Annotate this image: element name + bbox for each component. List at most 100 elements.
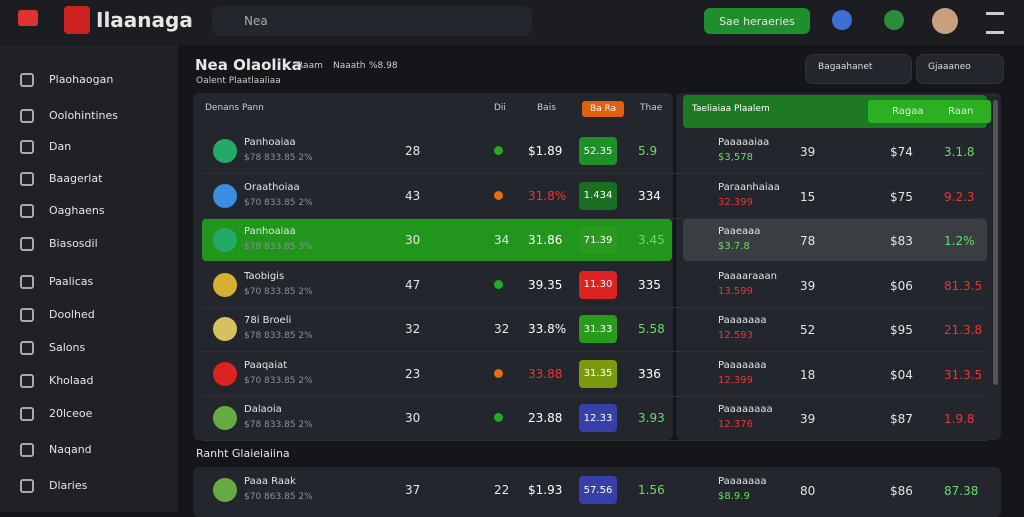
sidebar-item[interactable]: Naqand [49,443,92,456]
sidebar-icon [20,407,34,421]
amount: 12.399 [718,374,753,386]
column-header: Ba Ra [582,101,625,117]
price: 31.8% [528,188,567,203]
name: Paaaaaaa [718,476,767,487]
name: Paaaaaaaa [718,404,773,415]
dropdown[interactable] [805,54,912,84]
name: 78i Broeli [244,315,292,326]
change: 87.38 [944,484,979,498]
sidebar-icon [20,374,34,388]
avatar [213,139,237,163]
avatar [213,406,237,430]
price: $1.89 [528,144,563,158]
sidebar-icon [20,308,34,322]
scrollbar[interactable] [993,100,998,385]
change: 334 [638,188,661,203]
sidebar-item[interactable]: Dlaries [49,479,88,492]
section-title: Ranht Glaieiaiina [196,447,290,460]
search-box[interactable] [212,6,532,36]
tab[interactable]: Ragaa [868,100,948,123]
count: 28 [405,144,421,158]
amount: $3.7.8 [718,241,750,252]
column-header: Thae [640,103,663,113]
sub: $70 863.85 2% [244,492,313,502]
name: Paraanhaiaa [718,181,780,193]
page-title: Nea Olaolika [195,56,302,74]
quantity: 52 [800,323,816,337]
tab[interactable]: Raan [930,100,992,123]
right-panel [676,93,1001,440]
badge: 71.39 [579,226,617,254]
dropdown[interactable] [916,54,1004,84]
sidebar-item[interactable]: Doolhed [49,308,95,321]
change: 21.3.8 [944,323,983,337]
header-button[interactable]: Sae heraeries [704,8,810,34]
row-separator [202,173,987,174]
right-title: Taeliaiaa Plaalem [692,104,770,114]
amount: 12.593 [718,330,753,341]
logo-badge [64,6,90,34]
sidebar-icon [20,479,34,493]
sub: $78 833.85 2% [244,153,313,163]
price: $1.93 [528,483,563,497]
name: Paaa Raak [244,476,296,487]
sidebar-item[interactable]: Oaghaens [49,204,105,217]
price: $04 [890,367,913,382]
name: Paaaaaaa [718,315,767,326]
sidebar-item[interactable]: Dan [49,140,72,153]
extra: 34 [494,233,510,247]
page-subtitle: Oalent Plaatlaaliaa [196,76,281,86]
sidebar-item[interactable]: Kholaad [49,374,94,387]
sub: $70 833.85 2% [244,197,313,208]
sidebar-item[interactable]: Baagerlat [49,172,103,185]
dropdown-label: Bagaahanet [818,62,873,72]
logo-icon [18,10,38,26]
avatar[interactable] [932,8,958,34]
quantity: 18 [800,367,816,382]
icon[interactable] [884,10,904,30]
count: 43 [405,188,421,203]
row-separator [202,395,987,397]
price: $83 [890,234,913,248]
row-separator [202,217,987,219]
count: 32 [405,322,421,336]
status-dot [494,146,503,155]
avatar [213,478,237,502]
row-separator [202,351,987,352]
row-separator [202,306,987,308]
sidebar-item[interactable]: Plaohaogan [49,73,114,86]
price: 33.8% [528,322,567,336]
change: 1.9.8 [944,412,975,426]
sidebar-item[interactable]: Biasosdil [49,237,98,250]
sidebar-item[interactable]: Oolohintines [49,109,119,122]
menu-icon[interactable] [986,12,1004,34]
price: 23.88 [528,411,563,425]
badge: 11.30 [579,270,617,299]
price: $06 [890,278,913,293]
sidebar-icon [20,275,34,289]
amount: 13.599 [718,285,753,297]
meta: %8.98 [369,61,398,71]
icon[interactable] [832,10,852,30]
row-highlight [683,219,987,261]
price: $87 [890,412,913,426]
price: $95 [890,323,913,337]
change: 3.93 [638,411,665,425]
sidebar-item[interactable]: Salons [49,341,86,354]
sidebar-item[interactable]: Paalicas [49,275,94,288]
row-separator [202,440,987,441]
badge: 52.35 [579,137,617,165]
amount: 12.376 [718,419,753,430]
sidebar-item[interactable]: 20lceoe [49,407,93,420]
meta: Naaath [333,61,366,71]
price: 31.86 [528,233,563,247]
sidebar-icon [20,140,34,154]
sub: $70 833.85 2% [244,286,313,297]
badge: 1.434 [579,181,617,210]
avatar [213,317,237,341]
change: 336 [638,366,661,381]
column-header: Denans Pann [205,103,264,113]
sub: $78 833.85 2% [244,420,313,430]
sidebar-icon [20,109,34,123]
